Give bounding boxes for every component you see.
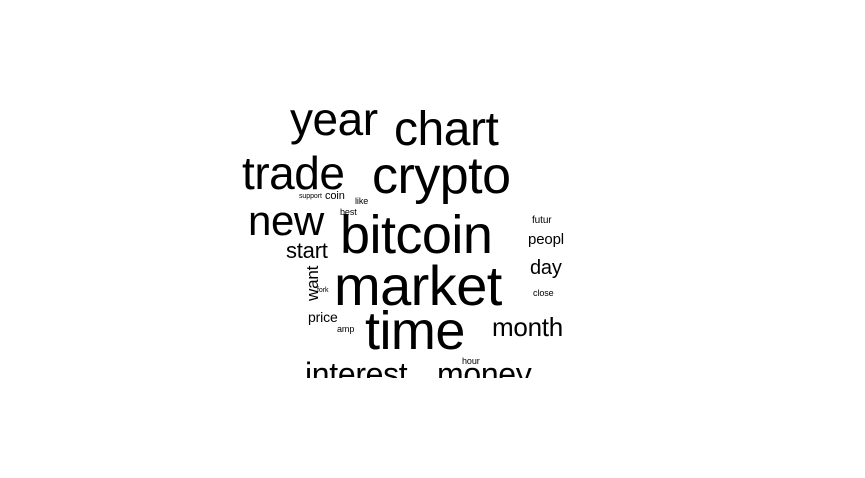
word-start: start bbox=[286, 238, 328, 263]
word-fork: fork bbox=[317, 287, 329, 294]
word-best: best bbox=[340, 207, 357, 217]
word-amp: amp bbox=[337, 324, 355, 334]
word-new: new bbox=[248, 197, 324, 244]
word-bitcoin: bitcoin bbox=[340, 205, 493, 265]
word-market: market bbox=[334, 254, 502, 317]
word-close: close bbox=[533, 288, 554, 298]
word-interest: interest bbox=[305, 356, 408, 378]
word-futur: futur bbox=[532, 215, 552, 226]
word-year: year bbox=[290, 93, 378, 145]
word-day: day bbox=[530, 257, 562, 279]
word-chart: chart bbox=[394, 103, 499, 156]
word-support: support bbox=[299, 193, 322, 200]
word-price: price bbox=[308, 309, 338, 325]
word-like: like bbox=[355, 196, 369, 206]
word-cloud: year chart trade crypto support coin lik… bbox=[230, 80, 590, 378]
word-peopl: peopl bbox=[528, 231, 564, 248]
word-want: want bbox=[303, 265, 322, 301]
word-month: month bbox=[492, 312, 563, 342]
word-time: time bbox=[365, 301, 465, 361]
word-hour: hour bbox=[462, 356, 480, 366]
word-trade: trade bbox=[242, 147, 345, 199]
word-money: money bbox=[437, 356, 532, 378]
word-crypto: crypto bbox=[372, 147, 511, 205]
word-coin: coin bbox=[325, 190, 345, 202]
